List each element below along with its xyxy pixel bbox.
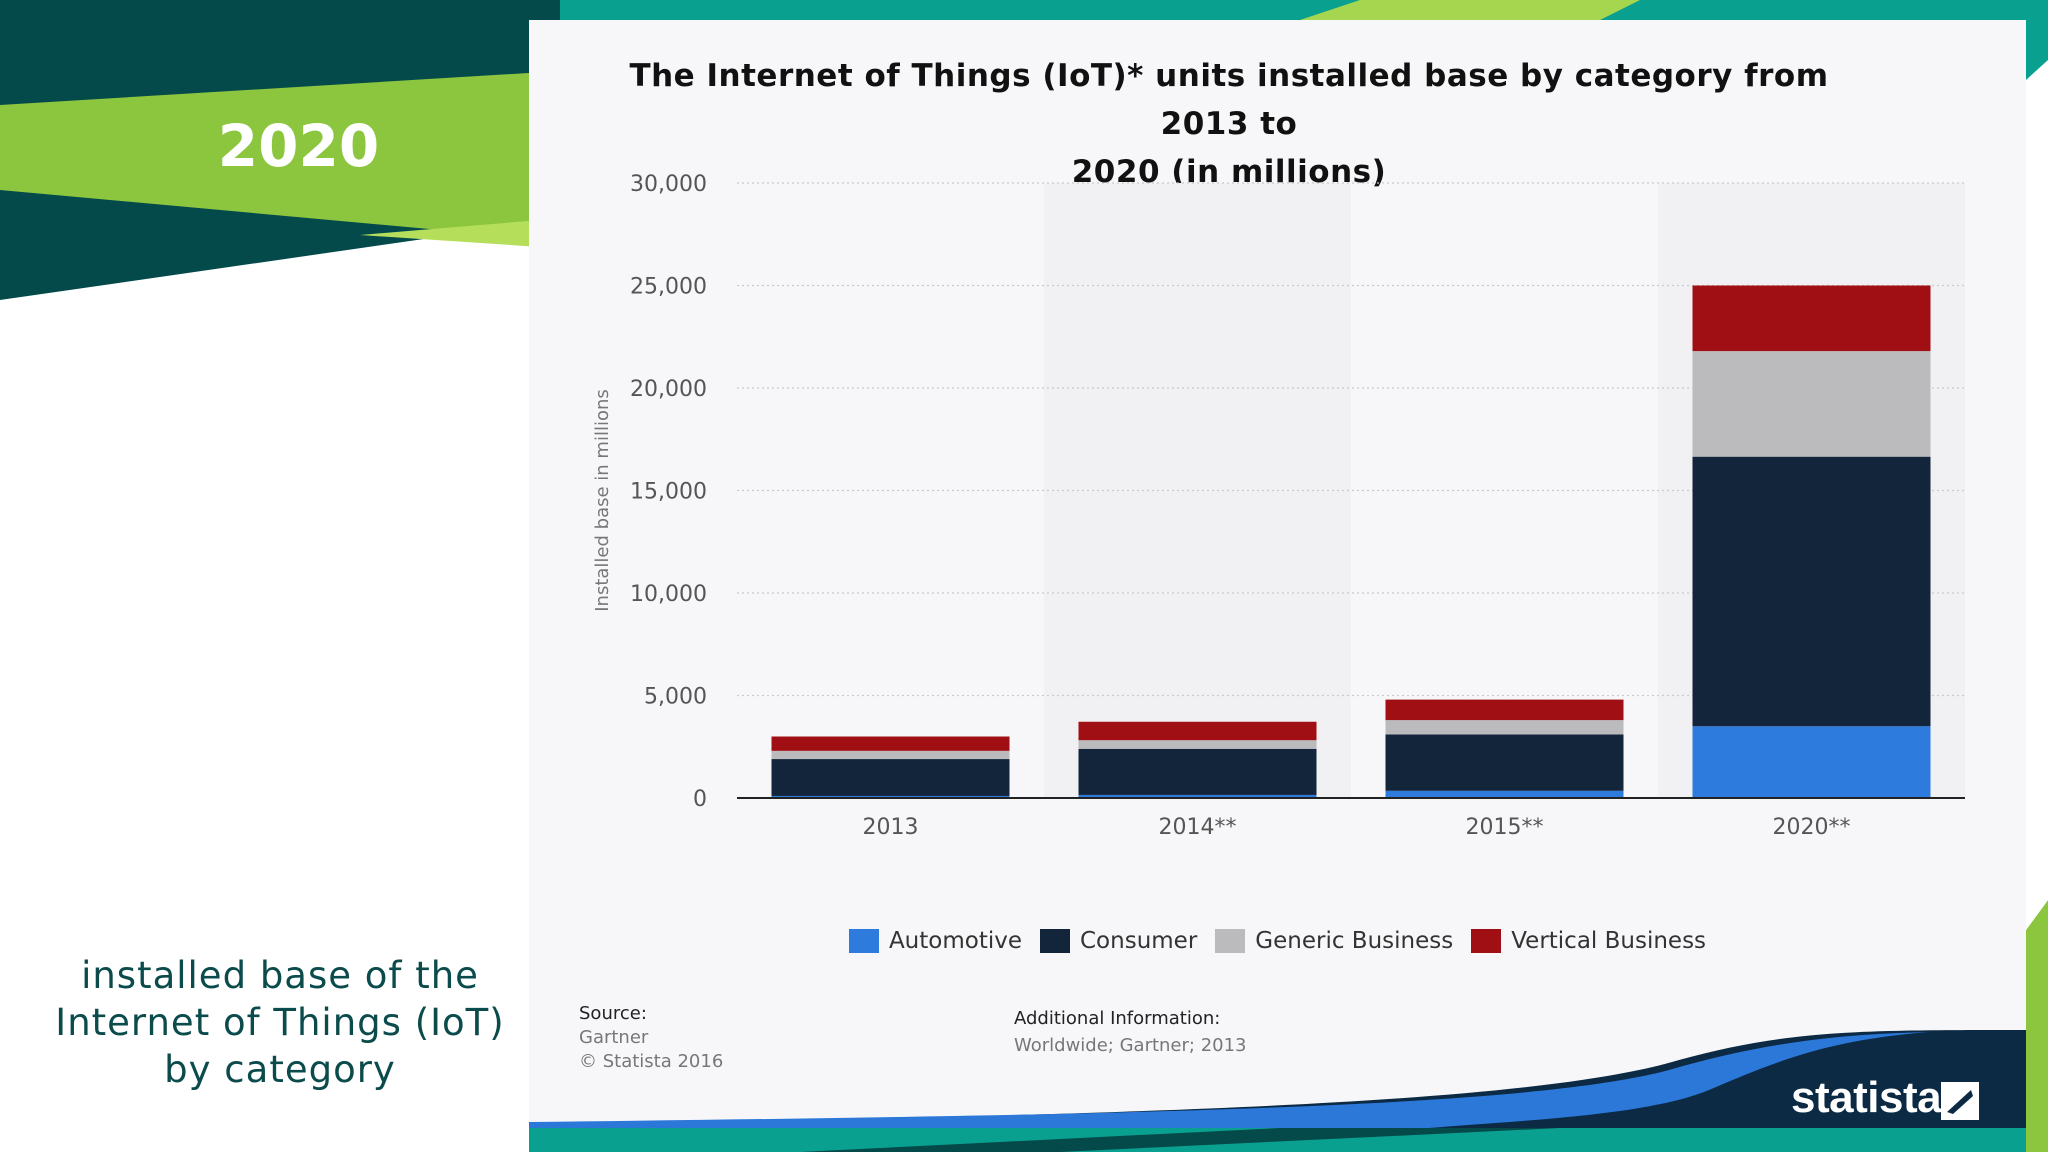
bar-segment-consumer — [1078, 748, 1317, 795]
footer-wave — [529, 1030, 2026, 1128]
y-tick-label: 15,000 — [630, 480, 707, 505]
legend-item[interactable]: Automotive — [848, 928, 1022, 954]
bar-segment-consumer — [1385, 734, 1624, 791]
chart-card: The Internet of Things (IoT)* units inst… — [529, 20, 2026, 1128]
bar-segment-vertical-business — [1692, 285, 1931, 352]
caption-line-2: Internet of Things (IoT) — [55, 1001, 505, 1044]
bar-segment-automotive — [1385, 790, 1624, 798]
additional-info-value: Worldwide; Gartner; 2013 — [1014, 1035, 1247, 1056]
bg-dark-bottom-stripe — [800, 1128, 1560, 1152]
legend-item[interactable]: Vertical Business — [1471, 928, 1706, 954]
legend-swatch — [1215, 929, 1246, 953]
copyright-text: © Statista 2016 — [579, 1051, 724, 1072]
source-label: Source: — [579, 1003, 647, 1024]
legend-label: Generic Business — [1255, 928, 1454, 954]
additional-info-label: Additional Information: — [1014, 1008, 1221, 1029]
y-axis-title: Installed base in millions — [592, 389, 613, 612]
bar-segment-generic-business — [1385, 720, 1624, 735]
y-tick-label: 0 — [693, 787, 707, 812]
sidebar-caption: installed base of the Internet of Things… — [30, 952, 530, 1093]
bar-segment-vertical-business — [1078, 721, 1317, 741]
bar-segment-vertical-business — [771, 736, 1010, 751]
bar-segment-consumer — [771, 759, 1010, 796]
bar-segment-automotive — [1078, 794, 1317, 798]
bg-lime-bottom-right — [2026, 900, 2048, 1152]
x-tick-label: 2015** — [1466, 815, 1544, 840]
sidebar-year: 2020 — [217, 112, 380, 180]
bar-segment-generic-business — [771, 750, 1010, 760]
bar-segment-automotive — [1692, 726, 1931, 798]
bar-segment-automotive — [771, 795, 1010, 798]
legend-label: Vertical Business — [1511, 928, 1707, 954]
statista-logo-text[interactable]: statista — [1791, 1073, 1942, 1122]
x-tick-label: 2014** — [1159, 815, 1237, 840]
x-tick-label: 2020** — [1773, 815, 1851, 840]
bar-segment-generic-business — [1692, 351, 1931, 457]
y-tick-label: 25,000 — [630, 275, 707, 300]
y-tick-label: 5,000 — [644, 685, 707, 710]
y-tick-label: 10,000 — [630, 582, 707, 607]
legend-item[interactable]: Consumer — [1040, 928, 1197, 954]
chart-title-line-1: The Internet of Things (IoT)* units inst… — [629, 58, 1829, 142]
caption-line-1: installed base of the — [81, 954, 479, 997]
x-tick-label: 2013 — [863, 815, 919, 840]
bar-segment-generic-business — [1078, 740, 1317, 749]
legend-label: Automotive — [888, 928, 1022, 954]
source-value[interactable]: Gartner — [579, 1027, 649, 1048]
bar-segment-vertical-business — [1385, 699, 1624, 721]
y-tick-label: 20,000 — [630, 377, 707, 402]
statista-logo-icon — [1941, 1082, 1979, 1120]
additional-info-block: Additional Information: Worldwide; Gartn… — [1014, 1005, 1247, 1059]
legend-item[interactable]: Generic Business — [1215, 928, 1453, 954]
legend-label: Consumer — [1080, 928, 1198, 954]
legend-swatch — [1471, 929, 1502, 953]
chart-legend: Automotive Consumer Generic Business Vertic… — [529, 928, 2026, 954]
legend-swatch — [1040, 929, 1070, 953]
bg-teal-right-edge — [2026, 60, 2048, 930]
y-tick-label: 30,000 — [630, 172, 707, 197]
caption-line-3: by category — [164, 1048, 396, 1091]
bg-lime-band — [0, 65, 660, 250]
footer-wave-blue — [529, 1032, 1929, 1128]
bg-lime-top-stripe — [1300, 0, 1640, 20]
legend-swatch — [848, 929, 879, 953]
bar-segment-consumer — [1692, 456, 1931, 727]
stacked-bar-chart: 0 5,000 10,000 15,000 20,000 25,000 30,000 Inst… — [592, 172, 1965, 840]
source-block: Source: Gartner © Statista 2016 — [579, 1002, 723, 1074]
